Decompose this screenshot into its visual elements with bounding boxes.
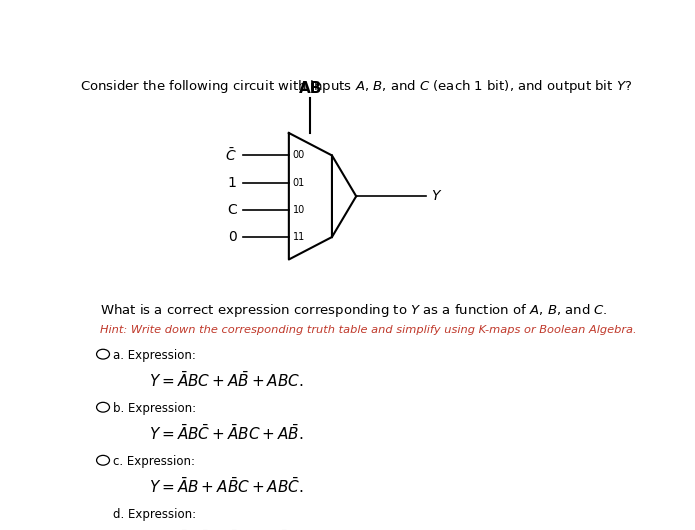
Text: 1: 1 [228, 175, 236, 190]
Text: a. Expression:: a. Expression: [113, 349, 195, 363]
Text: $\bar{C}$: $\bar{C}$ [225, 147, 236, 164]
Text: 0: 0 [228, 230, 236, 244]
Text: $Y = \bar{A}B + A\bar{B}C + AB\bar{C}$.: $Y = \bar{A}B + A\bar{B}C + AB\bar{C}$. [149, 476, 304, 496]
Text: d. Expression:: d. Expression: [113, 508, 196, 522]
Text: 11: 11 [293, 232, 305, 242]
Text: $Y = \bar{A}B\bar{C} + \bar{A}BC + A\bar{B}$.: $Y = \bar{A}B\bar{C} + \bar{A}BC + A\bar… [149, 423, 304, 443]
Text: b. Expression:: b. Expression: [113, 402, 196, 416]
Text: 00: 00 [293, 151, 305, 161]
Text: 01: 01 [293, 178, 305, 188]
Text: 10: 10 [293, 205, 305, 215]
Text: Hint: Write down the corresponding truth table and simplify using K-maps or Bool: Hint: Write down the corresponding truth… [100, 325, 637, 335]
Text: AB: AB [299, 81, 322, 96]
Text: Consider the following circuit with inputs $A$, $B$, and $C$ (each 1 bit), and o: Consider the following circuit with inpu… [80, 78, 632, 95]
Text: What is a correct expression corresponding to $Y$ as a function of $A$, $B$, and: What is a correct expression correspondi… [100, 302, 608, 320]
Text: C: C [227, 203, 236, 217]
Text: $Y$: $Y$ [430, 189, 442, 203]
Text: c. Expression:: c. Expression: [113, 455, 195, 469]
Text: $Y = \bar{A}BC + A\bar{B} + ABC$.: $Y = \bar{A}BC + A\bar{B} + ABC$. [149, 370, 304, 390]
